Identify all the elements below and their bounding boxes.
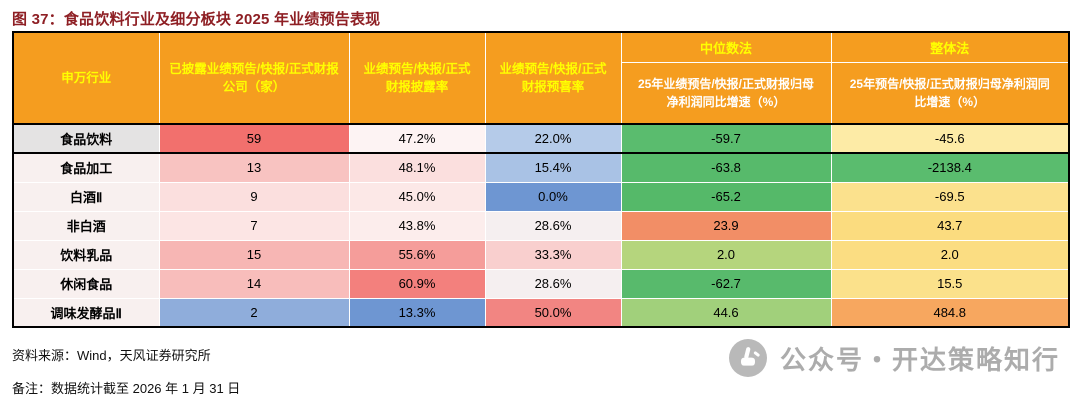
col-group-overall-method: 整体法 bbox=[830, 31, 1070, 63]
data-cell: 44.6 bbox=[620, 297, 832, 328]
data-cell: 15.4% bbox=[484, 152, 622, 183]
data-cell: 43.7 bbox=[830, 210, 1070, 241]
data-cell: 484.8 bbox=[830, 297, 1070, 328]
table-row: 食品饮料 59 47.2% 22.0% -59.7 -45.6 bbox=[12, 123, 1070, 154]
data-cell: 23.9 bbox=[620, 210, 832, 241]
table-body: 食品饮料 59 47.2% 22.0% -59.7 -45.6 食品加工 13 48.1% 15.… bbox=[12, 123, 1070, 328]
data-cell: 22.0% bbox=[484, 123, 622, 154]
watermark: 公众号・开达策略知行 bbox=[728, 336, 1060, 380]
row-label: 白酒Ⅱ bbox=[12, 181, 160, 212]
data-cell: 9 bbox=[158, 181, 350, 212]
data-cell: 47.2% bbox=[348, 123, 486, 154]
data-cell: 2 bbox=[158, 297, 350, 328]
table-row: 休闲食品 14 60.9% 28.6% -62.7 15.5 bbox=[12, 268, 1070, 299]
data-cell: 15 bbox=[158, 239, 350, 270]
data-cell: 13.3% bbox=[348, 297, 486, 328]
data-cell: -45.6 bbox=[830, 123, 1070, 154]
data-cell: -62.7 bbox=[620, 268, 832, 299]
row-label: 饮料乳品 bbox=[12, 239, 160, 270]
table-header: 申万行业 已披露业绩预告/快报/正式财报公司（家） 业绩预告/快报/正式财报披露… bbox=[12, 31, 1070, 125]
table-row: 白酒Ⅱ 9 45.0% 0.0% -65.2 -69.5 bbox=[12, 181, 1070, 212]
data-cell: 28.6% bbox=[484, 268, 622, 299]
data-cell: 2.0 bbox=[620, 239, 832, 270]
row-label: 非白酒 bbox=[12, 210, 160, 241]
data-cell: 59 bbox=[158, 123, 350, 154]
data-cell: 2.0 bbox=[830, 239, 1070, 270]
row-label: 食品加工 bbox=[12, 152, 160, 183]
data-cell: 55.6% bbox=[348, 239, 486, 270]
data-cell: 60.9% bbox=[348, 268, 486, 299]
source-note: 资料来源：Wind，天风证券研究所 bbox=[12, 348, 211, 363]
wechat-hand-icon bbox=[728, 338, 768, 378]
data-cell: 14 bbox=[158, 268, 350, 299]
data-cell: 48.1% bbox=[348, 152, 486, 183]
row-label: 调味发酵品Ⅱ bbox=[12, 297, 160, 328]
data-cell: -69.5 bbox=[830, 181, 1070, 212]
row-label: 休闲食品 bbox=[12, 268, 160, 299]
figure-title: 图 37：食品饮料行业及细分板块 2025 年业绩预告表现 bbox=[12, 11, 381, 28]
watermark-text: 公众号・开达策略知行 bbox=[779, 344, 1060, 375]
table-row: 食品加工 13 48.1% 15.4% -63.8 -2138.4 bbox=[12, 152, 1070, 183]
data-cell: 50.0% bbox=[484, 297, 622, 328]
col-header-disclosed-companies: 已披露业绩预告/快报/正式财报公司（家） bbox=[158, 31, 350, 125]
data-cell: 33.3% bbox=[484, 239, 622, 270]
data-cell: -65.2 bbox=[620, 181, 832, 212]
data-cell: 13 bbox=[158, 152, 350, 183]
col-subheader-median-growth: 25年业绩预告/快报/正式财报归母净利润同比增速（%） bbox=[620, 61, 832, 125]
data-cell: 45.0% bbox=[348, 181, 486, 212]
col-group-median-method: 中位数法 bbox=[620, 31, 832, 63]
data-cell: -59.7 bbox=[620, 123, 832, 154]
table-row: 非白酒 7 43.8% 28.6% 23.9 43.7 bbox=[12, 210, 1070, 241]
data-cell: -63.8 bbox=[620, 152, 832, 183]
col-header-positive-rate: 业绩预告/快报/正式财报预喜率 bbox=[484, 31, 622, 125]
col-header-industry: 申万行业 bbox=[12, 31, 160, 125]
data-cell: 15.5 bbox=[830, 268, 1070, 299]
earnings-forecast-table: 申万行业 已披露业绩预告/快报/正式财报公司（家） 业绩预告/快报/正式财报披露… bbox=[12, 31, 1070, 328]
data-cell: -2138.4 bbox=[830, 152, 1070, 183]
table-row: 调味发酵品Ⅱ 2 13.3% 50.0% 44.6 484.8 bbox=[12, 297, 1070, 328]
footnote: 备注：数据统计截至 2026 年 1 月 31 日 bbox=[12, 381, 241, 396]
data-cell: 0.0% bbox=[484, 181, 622, 212]
row-label: 食品饮料 bbox=[12, 123, 160, 154]
data-cell: 43.8% bbox=[348, 210, 486, 241]
col-subheader-overall-growth: 25年预告/快报/正式财报归母净利润同比增速（%） bbox=[830, 61, 1070, 125]
col-header-disclosure-rate: 业绩预告/快报/正式财报披露率 bbox=[348, 31, 486, 125]
data-cell: 7 bbox=[158, 210, 350, 241]
table-row: 饮料乳品 15 55.6% 33.3% 2.0 2.0 bbox=[12, 239, 1070, 270]
data-cell: 28.6% bbox=[484, 210, 622, 241]
